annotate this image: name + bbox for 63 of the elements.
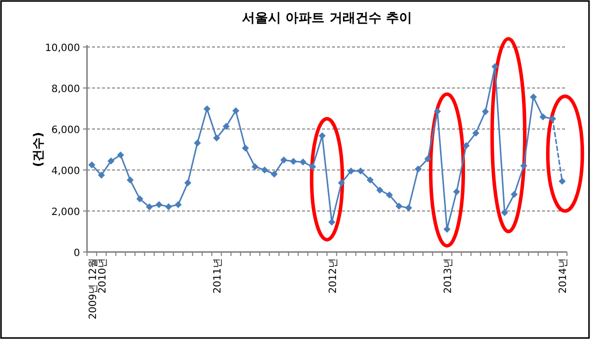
point (252, 163, 258, 170)
point (309, 163, 316, 170)
point (117, 152, 124, 159)
point (405, 204, 412, 212)
point (261, 166, 268, 174)
point (376, 186, 384, 194)
point (530, 94, 537, 101)
point (232, 107, 240, 114)
x-tick-label: 2011년 (212, 258, 224, 294)
point (520, 162, 528, 170)
point (540, 113, 546, 120)
point (424, 155, 432, 162)
point (558, 178, 566, 185)
point (482, 108, 489, 116)
point (108, 157, 114, 164)
point (222, 122, 230, 130)
point (444, 226, 450, 233)
point (156, 201, 162, 208)
y-tick-label: 6,000 (51, 125, 80, 136)
y-tick-label: 10,000 (45, 43, 80, 54)
chart-title: 서울시 아파트 거래건수 추이 (242, 11, 412, 26)
point (501, 209, 508, 216)
point (328, 218, 336, 226)
point (510, 190, 518, 198)
x-tick-label: 2014년 (558, 258, 570, 294)
x-tick-label: 2013년 (443, 258, 454, 294)
point (88, 161, 96, 168)
point (318, 132, 326, 140)
point (270, 170, 278, 178)
point (174, 201, 182, 208)
point (136, 195, 144, 202)
point (146, 203, 153, 210)
y-tick-label: 8,000 (51, 84, 80, 95)
point (126, 176, 134, 184)
point (357, 168, 364, 175)
point (204, 105, 210, 112)
point (472, 130, 480, 137)
point (366, 176, 374, 184)
point (396, 202, 402, 210)
point (492, 63, 498, 70)
point (194, 139, 201, 146)
x-tick-label: 2009년 12월 (88, 258, 99, 320)
y-axis-title: (건수) (31, 132, 45, 167)
point (290, 158, 297, 165)
point (184, 179, 192, 186)
point (348, 168, 354, 175)
point (414, 165, 422, 172)
point (434, 108, 441, 115)
point (453, 188, 460, 196)
point (280, 156, 288, 164)
point (300, 158, 306, 166)
y-tick-label: 2,000 (51, 207, 80, 218)
point (98, 172, 105, 179)
point (165, 203, 172, 210)
point (386, 192, 393, 199)
point (242, 144, 249, 152)
y-tick-label: 4,000 (51, 166, 80, 177)
x-tick-label: 2010년 (97, 258, 108, 294)
y-tick-label: 0 (74, 248, 80, 259)
point (213, 134, 220, 142)
point (462, 142, 470, 150)
x-tick-label: 2012년 (328, 258, 339, 294)
point (338, 179, 345, 186)
